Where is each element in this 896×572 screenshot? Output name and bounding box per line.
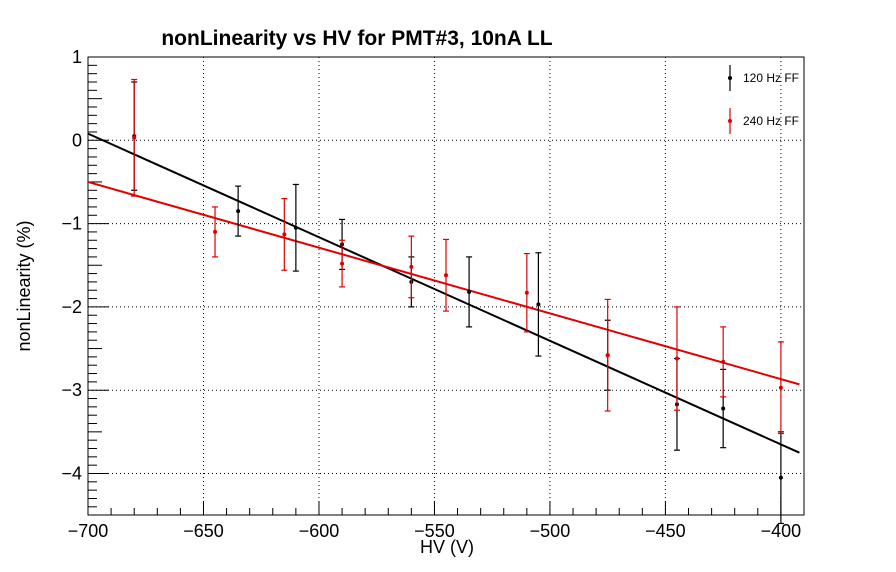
grid [88,57,804,515]
x-tick-label: −500 [530,521,571,541]
y-tick-label: −1 [61,214,82,234]
marker [282,232,287,237]
marker [721,359,726,364]
y-tick-label: −4 [61,464,82,484]
x-tick-label: −650 [183,521,224,541]
marker [132,135,137,140]
legend-label: 240 Hz FF [743,114,799,128]
marker [674,356,679,361]
y-tick-label: 0 [72,130,82,150]
legend: 120 Hz FF 240 Hz FF [728,65,799,134]
y-tick-label: 1 [72,47,82,67]
data-point [720,326,727,398]
marker [536,302,541,307]
data-point [408,235,415,299]
x-tick-label: −700 [68,521,109,541]
chart-title: nonLinearity vs HV for PMT#3, 10nA LL [161,27,552,50]
marker [444,273,448,278]
plot-frame [87,56,805,516]
legend-entry: 120 Hz FF [728,65,799,91]
x-tick-label: −450 [645,521,686,541]
fit-line [87,132,800,454]
data-point [131,78,138,197]
y-axis-label: nonLinearity (%) [14,220,34,351]
data-points [131,78,784,525]
y-tick-label: −3 [61,380,82,400]
data-point [777,341,784,435]
data-point [443,238,449,312]
data-point [339,239,346,288]
legend-marker [728,119,732,123]
data-point [466,256,473,328]
marker [778,475,783,480]
marker [340,261,345,266]
data-point [604,298,611,412]
data-point [292,183,299,272]
data-point [777,431,784,525]
legend-marker [728,76,732,80]
marker [605,353,610,358]
x-tick-label: −400 [761,521,802,541]
marker [409,264,414,269]
fit-line [87,180,800,386]
data-point [212,206,219,258]
marker [293,225,298,230]
data-point [535,252,542,357]
data-point [281,198,288,271]
marker [524,290,529,295]
x-tick-label: −550 [414,521,455,541]
x-tick-label: −600 [299,521,340,541]
x-axis-label: HV (V) [420,537,474,557]
data-point [523,252,530,333]
axis-ticks: −700 −650 −600 −550 −500 −450 −400 1 0 −1 −2 −3 −4 [61,47,805,541]
legend-label: 120 Hz FF [743,71,799,85]
marker [467,289,472,294]
data-point [235,185,242,237]
data-point [673,306,680,411]
marker [721,406,726,411]
legend-entry: 240 Hz FF [728,108,799,134]
fit-lines [87,132,800,454]
marker [213,229,218,234]
y-tick-label: −2 [61,297,82,317]
marker [778,385,783,390]
marker [236,209,241,214]
